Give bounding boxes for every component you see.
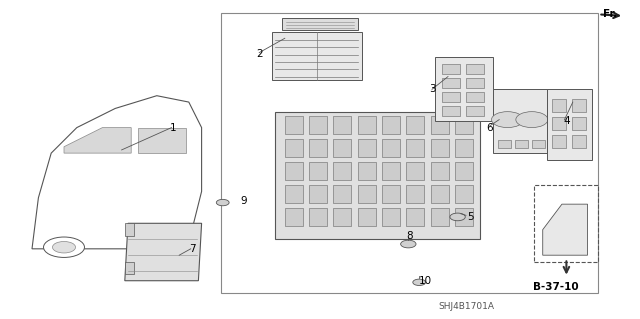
Bar [515,140,528,148]
Text: 3: 3 [429,84,435,94]
Bar [333,162,351,180]
Bar [442,106,460,116]
Polygon shape [282,18,358,30]
Bar [552,117,566,130]
Text: 8: 8 [406,231,413,241]
Bar [406,139,424,157]
Bar [406,116,424,134]
Bar [552,99,566,112]
Bar [455,208,473,226]
Bar [431,162,449,180]
Bar [572,99,586,112]
Bar [406,162,424,180]
Bar [442,64,460,74]
Bar [221,13,598,293]
Bar [358,185,376,203]
Polygon shape [435,57,493,121]
Polygon shape [275,112,480,239]
Polygon shape [138,128,186,153]
Bar [532,140,545,148]
Text: Fr.: Fr. [603,9,617,19]
Bar [572,135,586,148]
Bar [466,64,484,74]
Text: 7: 7 [189,244,195,254]
Circle shape [413,279,426,286]
Bar [285,116,303,134]
Polygon shape [272,32,362,80]
Bar [455,116,473,134]
Bar [382,162,400,180]
Bar [382,208,400,226]
Text: SHJ4B1701A: SHJ4B1701A [438,302,495,311]
Bar [552,135,566,148]
Bar [285,139,303,157]
Bar [455,162,473,180]
Bar [431,116,449,134]
Circle shape [52,241,76,253]
Bar [285,185,303,203]
Bar [285,162,303,180]
Polygon shape [547,89,592,160]
Bar [333,116,351,134]
Text: 4: 4 [563,116,570,126]
Bar [455,185,473,203]
Bar [455,139,473,157]
Bar [406,208,424,226]
Polygon shape [32,96,202,249]
Bar [333,139,351,157]
Bar [358,116,376,134]
Bar [309,162,327,180]
Bar [442,78,460,88]
Bar [309,116,327,134]
Bar [572,117,586,130]
Bar [309,208,327,226]
Bar [125,223,134,236]
Text: 10: 10 [419,276,433,286]
Circle shape [516,112,548,128]
Text: 9: 9 [240,196,246,206]
Bar [382,116,400,134]
Bar [406,185,424,203]
Circle shape [216,199,229,206]
Bar [125,262,134,274]
Circle shape [401,240,416,248]
Bar [466,92,484,102]
Polygon shape [125,223,202,281]
Bar [309,185,327,203]
Circle shape [156,237,196,257]
Circle shape [164,241,188,253]
Text: 6: 6 [486,122,493,133]
Bar [309,139,327,157]
Bar [431,185,449,203]
Bar [358,162,376,180]
Circle shape [492,112,524,128]
Bar [431,208,449,226]
Bar [382,185,400,203]
Bar [442,92,460,102]
Text: B-37-10: B-37-10 [532,282,579,292]
Bar [333,208,351,226]
Bar [333,185,351,203]
Circle shape [450,213,465,221]
Polygon shape [493,89,547,153]
Text: 2: 2 [256,49,262,59]
Bar [498,140,511,148]
Circle shape [44,237,84,257]
Bar [431,139,449,157]
Bar [358,208,376,226]
Bar [466,78,484,88]
Bar [534,185,598,262]
Bar [382,139,400,157]
Text: 5: 5 [467,212,474,222]
Bar [358,139,376,157]
Text: 1: 1 [170,122,176,133]
Polygon shape [64,128,131,153]
Bar [285,208,303,226]
Bar [466,106,484,116]
Polygon shape [543,204,588,255]
